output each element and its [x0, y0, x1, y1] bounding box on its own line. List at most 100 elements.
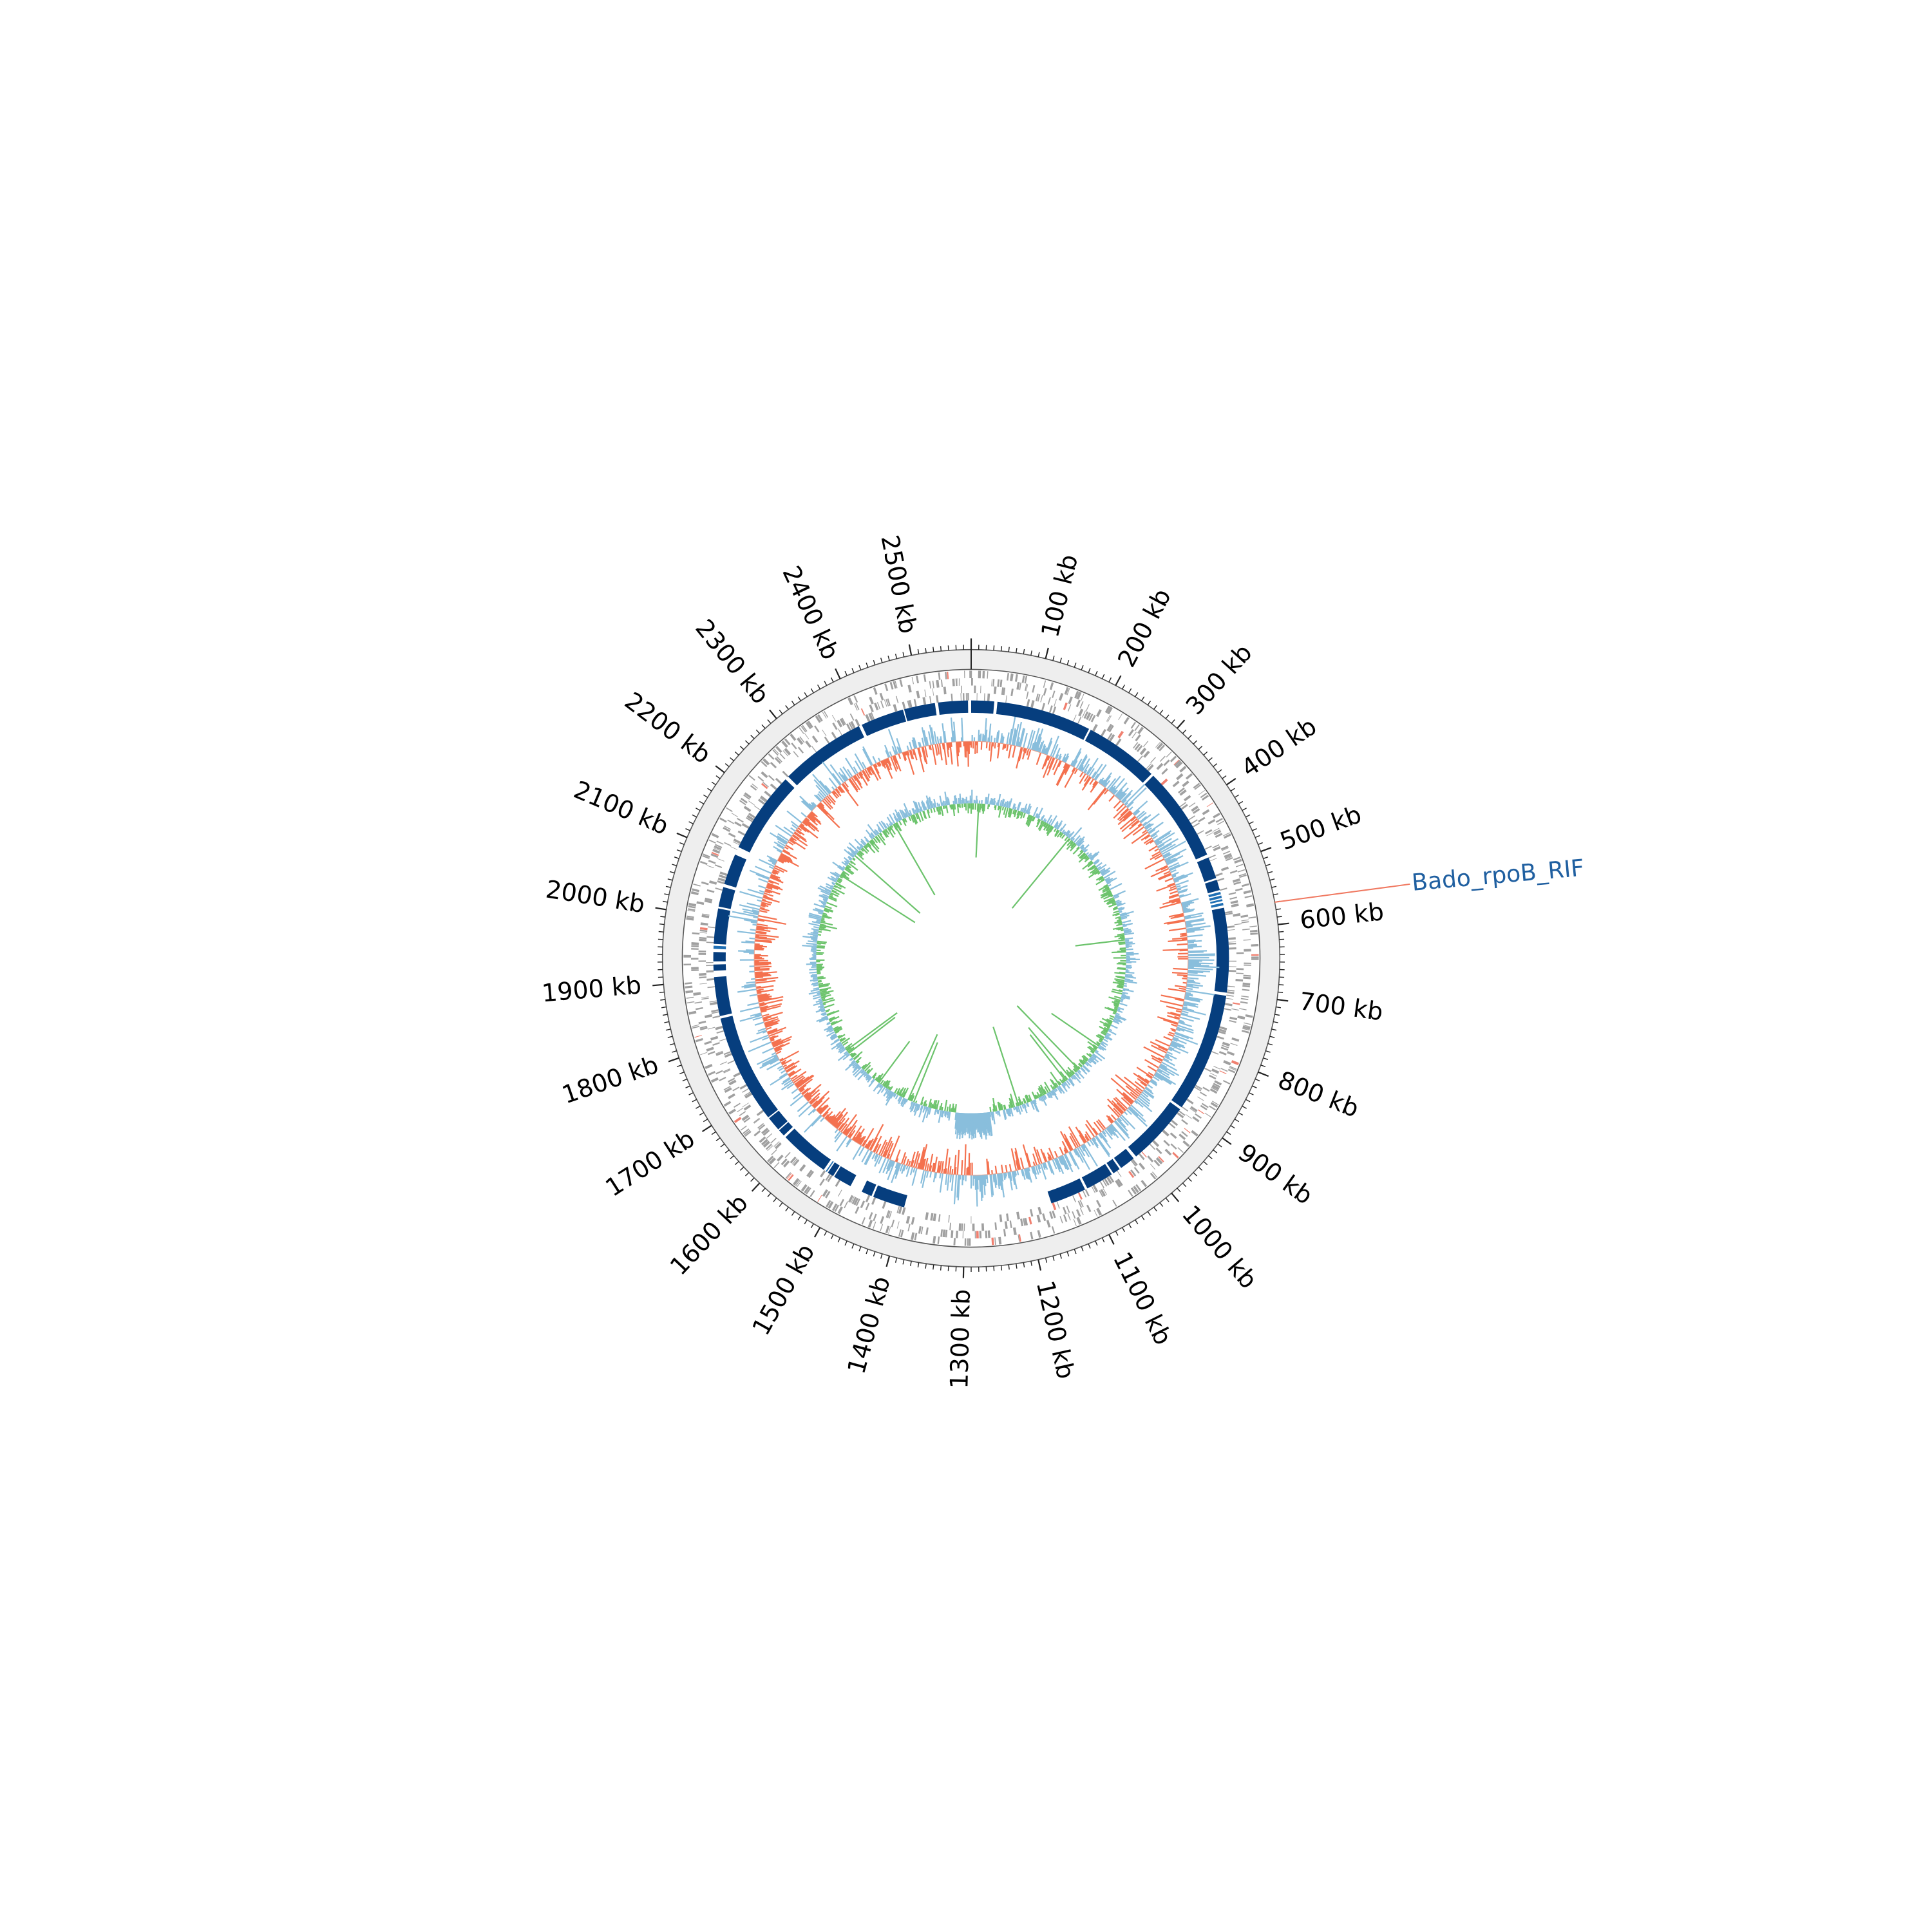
minor-tick	[804, 1219, 808, 1224]
gc-skew-bar	[1182, 978, 1188, 980]
gene-feature	[748, 775, 755, 781]
gc-skew-bar	[770, 875, 779, 880]
gc-content-bar	[983, 1112, 987, 1140]
gene-feature	[967, 1238, 969, 1246]
gc-content-bar	[853, 1066, 862, 1076]
homology-block	[938, 700, 969, 715]
minor-tick	[1278, 931, 1284, 933]
gc-content-bar	[824, 907, 834, 912]
gc-skew-bar	[819, 802, 824, 807]
gene-feature	[741, 822, 750, 829]
gene-feature	[957, 678, 958, 687]
gc-skew-bar	[967, 741, 969, 767]
gc-content-bar	[817, 992, 820, 995]
homology-block	[1081, 1164, 1112, 1189]
gc-content-bar	[1077, 842, 1082, 847]
gc-skew-bar	[755, 976, 764, 979]
gc-content-bar	[864, 845, 867, 849]
gc-content-bar	[1011, 838, 1070, 909]
gc-content-bar	[834, 884, 842, 890]
gc-skew-bar	[756, 1054, 777, 1065]
gene-feature	[848, 722, 853, 730]
gc-skew-bar	[754, 1021, 764, 1026]
gene-feature	[1239, 1008, 1247, 1010]
gene-feature	[1233, 881, 1242, 886]
gc-content-bar	[1124, 980, 1137, 984]
gc-skew-bar	[784, 1062, 795, 1070]
gc-content-bar	[838, 1047, 846, 1053]
gene-feature	[911, 676, 914, 685]
gc-skew-bar	[1156, 841, 1163, 846]
gc-content-bar	[830, 1039, 840, 1046]
gc-content-bar	[1003, 1104, 1006, 1110]
gene-feature	[1035, 694, 1039, 701]
gc-content-bar	[885, 1080, 891, 1088]
gene-feature	[806, 1170, 813, 1177]
major-tick	[1260, 847, 1272, 853]
gc-skew-bar	[1126, 787, 1147, 808]
gene-feature	[1010, 673, 1014, 681]
gc-content-bar	[830, 1020, 838, 1025]
gc-skew-bar	[756, 926, 768, 930]
gc-skew-bar	[1145, 1086, 1153, 1092]
gene-feature	[710, 1077, 719, 1083]
gc-skew-bar	[829, 1115, 836, 1123]
gc-content-bar	[1054, 824, 1059, 829]
gc-content-bar	[938, 1110, 942, 1123]
gc-content-bar	[902, 819, 907, 826]
gc-content-bar	[826, 902, 838, 907]
gc-content-bar	[1117, 981, 1124, 983]
gc-content-bar	[958, 1112, 961, 1133]
gene-feature	[1063, 702, 1068, 710]
minor-tick	[1238, 800, 1244, 804]
gene-feature	[1241, 921, 1249, 923]
gc-content-bar	[871, 1072, 877, 1079]
gc-content-bar	[1029, 1034, 1066, 1082]
gc-skew-bar	[743, 951, 755, 954]
gene-feature	[743, 1117, 751, 1123]
minor-tick	[1016, 1264, 1018, 1269]
gc-content-bar	[954, 795, 956, 804]
gc-skew-bar	[895, 1149, 901, 1162]
gene-feature	[717, 858, 724, 862]
minor-tick	[824, 1231, 828, 1236]
gc-skew-bar	[1006, 732, 1010, 744]
gc-skew-bar	[1177, 1025, 1194, 1032]
gene-feature	[905, 1215, 911, 1224]
gc-content-bar	[905, 1099, 909, 1103]
gc-content-bar	[855, 1056, 862, 1063]
gc-content-bar	[812, 939, 818, 942]
gc-skew-bar	[996, 730, 1000, 743]
gene-feature	[1230, 1043, 1238, 1046]
gc-skew-bar	[748, 1041, 772, 1053]
gc-skew-bar	[911, 1160, 914, 1168]
gene-feature	[961, 1223, 963, 1231]
gc-skew-bar	[1021, 1169, 1026, 1180]
gc-content-bar	[1125, 971, 1135, 974]
gc-skew-bar	[1172, 875, 1177, 878]
minor-tick	[676, 849, 682, 852]
gc-skew-bar	[913, 1168, 916, 1173]
gc-skew-bar	[774, 1047, 781, 1052]
gc-skew-bar	[1148, 1072, 1154, 1077]
gc-content-bar	[860, 840, 866, 846]
gene-feature	[1234, 923, 1242, 925]
minor-tick	[1271, 1028, 1277, 1031]
gc-skew-bar	[994, 1173, 998, 1186]
gene-feature	[1238, 873, 1247, 876]
gene-feature	[683, 963, 692, 966]
gc-skew-bar	[1018, 741, 1020, 747]
gene-feature	[1239, 874, 1247, 878]
gc-content-bar	[1056, 822, 1063, 830]
gc-content-bar	[1050, 1090, 1055, 1095]
minor-tick	[1159, 1202, 1164, 1207]
gc-skew-bar	[1105, 1127, 1113, 1137]
gc-skew-bar	[1147, 1084, 1153, 1089]
gc-content-bar	[1105, 1034, 1110, 1037]
gc-skew-bar	[800, 824, 819, 839]
gc-skew-bar	[869, 1124, 884, 1151]
gc-skew-bar	[869, 766, 875, 775]
gc-content-bar	[1115, 899, 1120, 903]
gc-skew-bar	[746, 949, 755, 951]
gc-skew-bar	[755, 974, 771, 977]
